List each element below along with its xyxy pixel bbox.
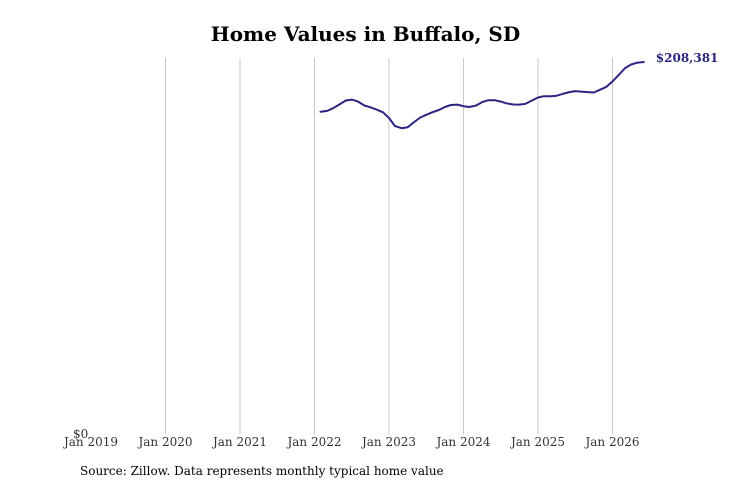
end-value-label: $208,381: [656, 51, 719, 65]
x-tick-label: Jan 2026: [583, 435, 639, 449]
x-tick-label: Jan 2022: [285, 435, 341, 449]
x-tick-label: Jan 2021: [211, 435, 267, 449]
x-tick-label: Jan 2019: [62, 435, 118, 449]
x-tick-label: Jan 2023: [360, 435, 416, 449]
x-tick-label: Jan 2025: [509, 435, 565, 449]
series-line: [319, 61, 645, 130]
x-tick-label: Jan 2020: [136, 435, 192, 449]
gridlines: [165, 58, 613, 434]
source-note: Source: Zillow. Data represents monthly …: [80, 464, 444, 478]
x-tick-label: Jan 2024: [434, 435, 490, 449]
chart-title: Home Values in Buffalo, SD: [210, 22, 521, 46]
y-axis-zero-label: $0: [73, 427, 88, 441]
x-axis-ticks: Jan 2019 Jan 2020 Jan 2021 Jan 2022 Jan 2023…: [62, 435, 640, 449]
